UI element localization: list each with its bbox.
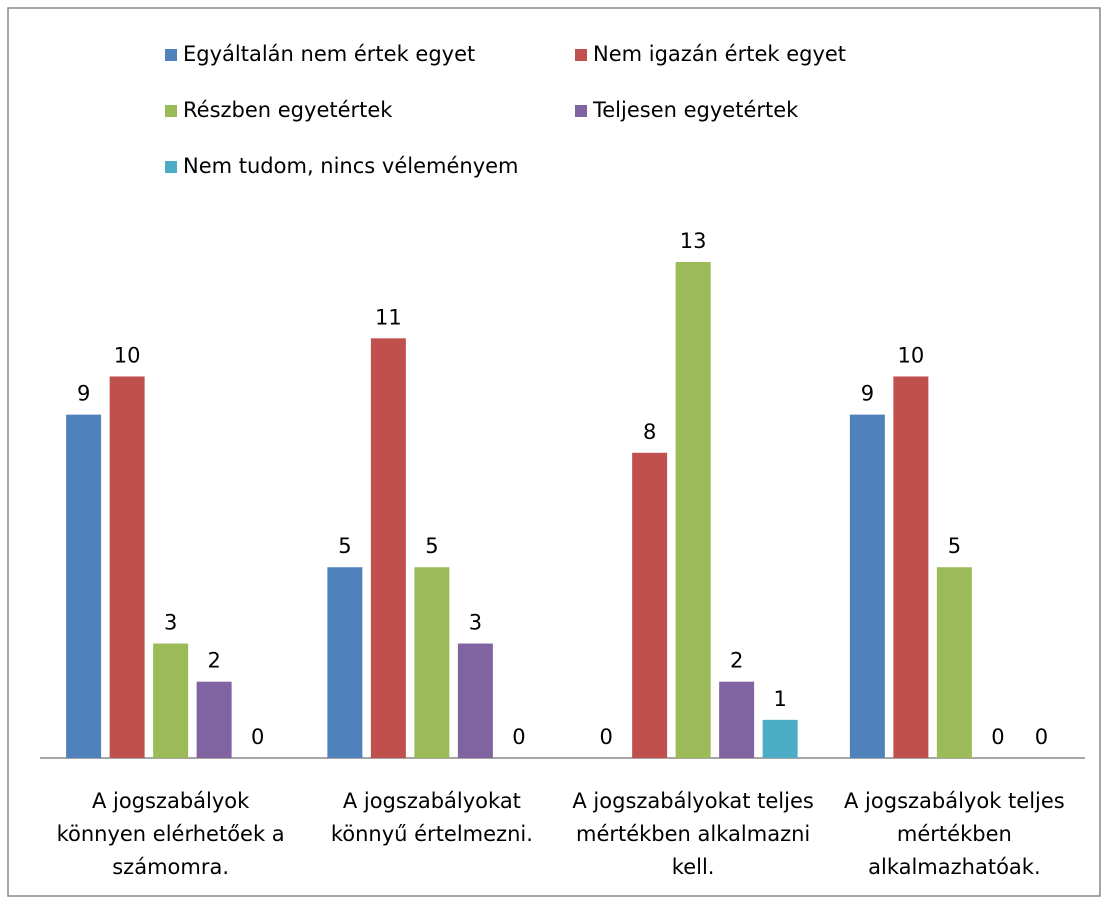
value-label: 13 bbox=[680, 229, 707, 253]
value-label: 10 bbox=[114, 343, 141, 367]
bar bbox=[936, 567, 972, 758]
bar bbox=[414, 567, 450, 758]
value-label: 2 bbox=[730, 649, 743, 673]
value-label: 1 bbox=[773, 687, 786, 711]
value-label: 5 bbox=[948, 534, 961, 558]
value-label: 0 bbox=[251, 725, 264, 749]
legend-swatch bbox=[165, 49, 177, 61]
bar bbox=[327, 567, 363, 758]
legend-label: Nem igazán értek egyet bbox=[593, 42, 846, 66]
bar bbox=[849, 414, 885, 758]
bar bbox=[66, 414, 102, 758]
bar bbox=[762, 719, 798, 758]
value-label: 0 bbox=[991, 725, 1004, 749]
x-tick-label: A jogszabályok könnyen elérhetőek a szám… bbox=[56, 789, 285, 879]
bar bbox=[893, 376, 929, 758]
value-label: 5 bbox=[338, 534, 351, 558]
value-label: 2 bbox=[207, 649, 220, 673]
bar bbox=[153, 643, 189, 758]
value-label: 5 bbox=[425, 534, 438, 558]
value-label: 10 bbox=[898, 343, 925, 367]
legend-label: Nem tudom, nincs véleményem bbox=[183, 154, 519, 178]
value-label: 3 bbox=[469, 611, 482, 635]
legend-swatch bbox=[165, 105, 177, 117]
value-label: 0 bbox=[1035, 725, 1048, 749]
legend-swatch bbox=[165, 161, 177, 173]
value-label: 11 bbox=[375, 305, 402, 329]
bar bbox=[370, 338, 406, 758]
value-label: 0 bbox=[512, 725, 525, 749]
x-tick-label: A jogszabályokat könnyű értelmezni. bbox=[330, 789, 533, 846]
chart-frame bbox=[7, 7, 1101, 897]
x-tick-label: A jogszabályokat teljes mértékben alkalm… bbox=[572, 789, 814, 879]
value-label: 9 bbox=[77, 382, 90, 406]
bar bbox=[109, 376, 145, 758]
x-tick-label: A jogszabályok teljes mértékben alkalmaz… bbox=[844, 789, 1065, 879]
bar bbox=[675, 262, 711, 758]
legend-swatch bbox=[575, 49, 587, 61]
value-label: 3 bbox=[164, 611, 177, 635]
value-label: 0 bbox=[599, 725, 612, 749]
legend-label: Teljesen egyetértek bbox=[592, 98, 799, 122]
legend-label: Egyáltalán nem értek egyet bbox=[183, 42, 475, 66]
bar bbox=[196, 681, 232, 758]
value-label: 9 bbox=[861, 382, 874, 406]
value-label: 8 bbox=[643, 420, 656, 444]
legend-swatch bbox=[575, 105, 587, 117]
legend-label: Részben egyetértek bbox=[183, 98, 393, 122]
bar bbox=[632, 452, 668, 758]
bar bbox=[719, 681, 755, 758]
bar bbox=[457, 643, 493, 758]
